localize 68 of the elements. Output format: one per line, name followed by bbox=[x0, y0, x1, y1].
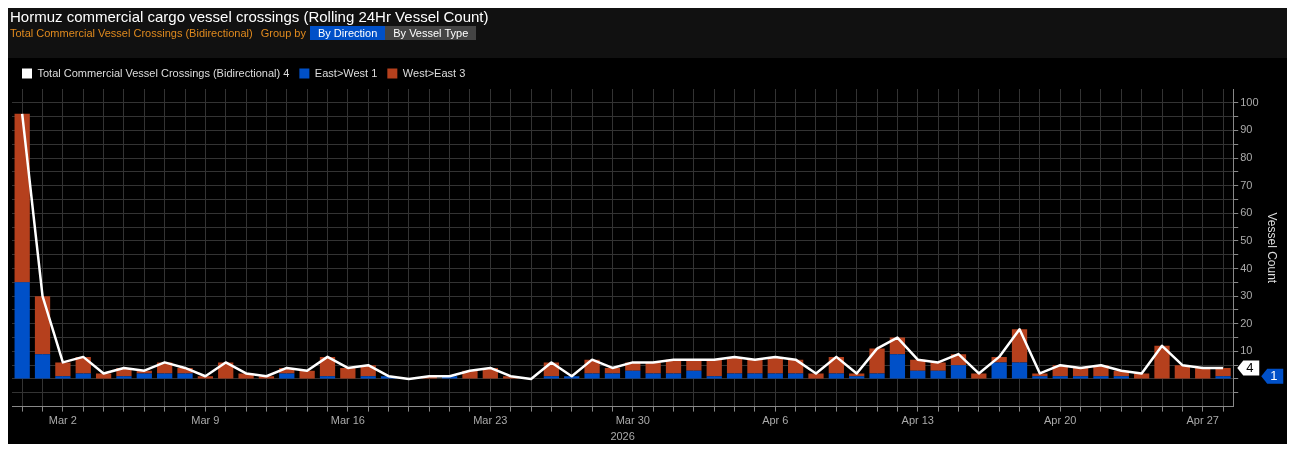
bar bbox=[55, 376, 71, 379]
bar bbox=[34, 354, 51, 379]
y-axis-title: Vessel Count bbox=[1265, 212, 1280, 284]
text: Group by bbox=[260, 26, 306, 40]
y-tick-label: 60 bbox=[1240, 206, 1253, 219]
bar bbox=[747, 359, 763, 374]
bar bbox=[828, 373, 844, 379]
y-tick-label: 30 bbox=[1240, 289, 1253, 302]
y-tick-label: 20 bbox=[1240, 316, 1253, 329]
bar bbox=[991, 362, 1007, 379]
bar bbox=[14, 113, 30, 283]
bar bbox=[706, 359, 722, 377]
x-tick-label: Mar 2 bbox=[48, 414, 77, 427]
bar bbox=[1215, 367, 1231, 377]
legend-label: East>West 1 bbox=[314, 66, 378, 79]
bar bbox=[747, 373, 763, 379]
bar bbox=[75, 373, 91, 379]
x-tick-label: Apr 20 bbox=[1044, 414, 1077, 427]
bar bbox=[665, 373, 682, 379]
bar bbox=[889, 354, 906, 379]
bar bbox=[14, 282, 30, 379]
y-tick-label: 40 bbox=[1240, 261, 1253, 274]
bar bbox=[910, 359, 926, 371]
bar bbox=[1093, 376, 1109, 379]
bar bbox=[177, 373, 193, 379]
bar bbox=[55, 362, 71, 377]
x-tick-label: Mar 16 bbox=[330, 414, 365, 427]
bar bbox=[604, 373, 621, 379]
bar bbox=[869, 348, 885, 374]
text: By Direction bbox=[309, 26, 386, 40]
y-tick-label: 50 bbox=[1240, 233, 1253, 246]
x-tick-label: Mar 23 bbox=[473, 414, 508, 427]
x-tick-label: Apr 13 bbox=[901, 414, 934, 427]
text: 1 bbox=[1270, 367, 1278, 383]
bar bbox=[726, 373, 743, 379]
x-tick-label: Mar 9 bbox=[191, 414, 220, 427]
y-tick-label: 80 bbox=[1240, 151, 1253, 164]
y-tick-label: 70 bbox=[1240, 178, 1253, 191]
bar bbox=[116, 376, 132, 379]
bar bbox=[950, 365, 967, 379]
text: By Vessel Type bbox=[385, 26, 477, 40]
bar bbox=[930, 362, 946, 371]
bar bbox=[808, 373, 824, 379]
bar bbox=[1011, 362, 1028, 379]
y-tick-label: 10 bbox=[1240, 344, 1253, 357]
x-axis-title: 2026 bbox=[610, 430, 635, 443]
x-tick-label: Apr 27 bbox=[1186, 414, 1219, 427]
x-tick-label: Mar 30 bbox=[615, 414, 650, 427]
bar bbox=[971, 373, 987, 379]
legend-label: West>East 3 bbox=[402, 66, 466, 79]
y-tick-label: 90 bbox=[1240, 123, 1253, 136]
bar bbox=[767, 373, 783, 379]
legend-label: Total Commercial Vessel Crossings (Bidirectional) 4 bbox=[37, 66, 290, 79]
bar bbox=[1215, 376, 1231, 379]
bar bbox=[157, 373, 173, 379]
bar bbox=[788, 373, 804, 379]
bar bbox=[584, 373, 600, 379]
bar bbox=[34, 296, 51, 355]
y-tick-label: 100 bbox=[1240, 95, 1259, 108]
bar bbox=[279, 373, 295, 379]
chart-title: Hormuz commercial cargo vessel crossings (Rolling 24Hr Vessel Count) bbox=[9, 8, 490, 26]
x-tick-label: Apr 6 bbox=[762, 414, 789, 427]
chart-subtitle: Total Commercial Vessel Crossings (Bidirectional) bbox=[10, 26, 253, 40]
bar bbox=[869, 373, 885, 379]
bar bbox=[136, 373, 152, 379]
bar bbox=[930, 370, 946, 379]
bar bbox=[645, 373, 661, 379]
text: 4 bbox=[1246, 359, 1254, 375]
